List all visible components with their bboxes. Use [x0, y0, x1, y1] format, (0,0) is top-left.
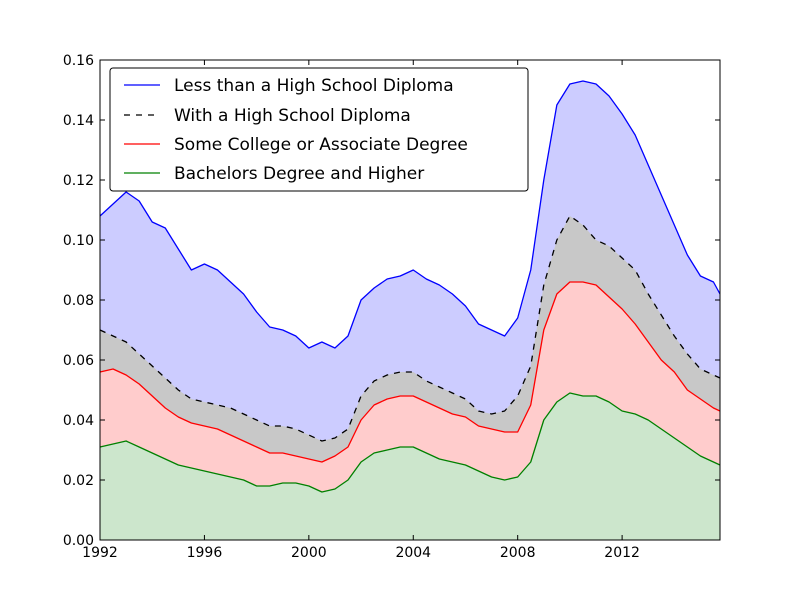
legend-box [109, 67, 529, 192]
y-tick-label: 0.00 [63, 533, 94, 549]
x-tick-label: 1992 [82, 545, 118, 561]
x-tick-label: 2012 [604, 545, 640, 561]
y-tick-label: 0.10 [63, 233, 94, 249]
line-bachelors-degree-and-higher [99, 392, 721, 493]
series-lines [99, 80, 721, 493]
legend-entry: Bachelors Degree and Higher [124, 164, 424, 184]
legend-entry: With a High School Diploma [124, 106, 411, 126]
legend-label: Less than a High School Diploma [174, 76, 454, 96]
y-tick-label: 0.08 [63, 293, 94, 309]
x-tick-label: 2004 [395, 545, 431, 561]
legend-entry: Less than a High School Diploma [124, 76, 454, 96]
legend-label: Some College or Associate Degree [174, 135, 468, 155]
y-tick-label: 0.02 [63, 473, 94, 489]
y-tick-label: 0.14 [63, 113, 94, 129]
line-with-a-high-school-diploma [99, 215, 721, 442]
x-tick-label: 1996 [187, 545, 223, 561]
legend-label: With a High School Diploma [174, 106, 411, 126]
y-tick-label: 0.06 [63, 353, 94, 369]
legend-label: Bachelors Degree and Higher [174, 164, 424, 184]
y-tick-label: 0.04 [63, 413, 94, 429]
series-areas [100, 81, 720, 540]
x-tick-label: 2008 [500, 545, 536, 561]
y-tick-label: 0.16 [63, 53, 94, 69]
x-axis: 1992 1996 2000 2004 2008 2012 [82, 60, 640, 561]
legend-entry: Some College or Associate Degree [124, 135, 468, 155]
area-bachelors-degree-and-higher [100, 393, 720, 540]
line-some-college-or-associate-degree [99, 281, 721, 463]
y-tick-label: 0.12 [63, 173, 94, 189]
line-less-than-a-high-school-diploma [99, 80, 721, 349]
y-axis: 0.00 0.02 0.04 0.06 0.08 0.10 0.12 0.14 0.16 [63, 53, 720, 549]
legend: Less than a High School Diploma With a H… [109, 67, 529, 192]
x-tick-label: 2000 [291, 545, 327, 561]
